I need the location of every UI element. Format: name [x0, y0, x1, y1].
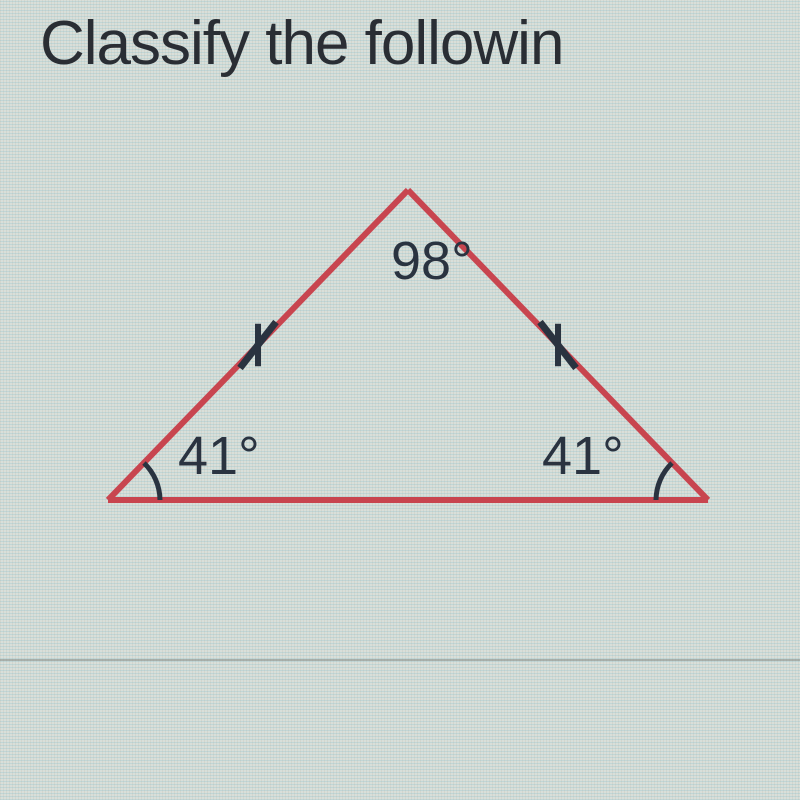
horizontal-divider: [0, 659, 800, 661]
right-angle-arc: [656, 463, 672, 500]
question-title: Classify the followin: [40, 8, 563, 79]
left-angle-label: 41°: [178, 425, 260, 487]
apex-angle-label: 98°: [391, 230, 473, 292]
triangle-diagram: 98° 41° 41°: [88, 170, 728, 530]
right-angle-label: 41°: [542, 425, 624, 487]
left-angle-arc: [144, 463, 160, 500]
